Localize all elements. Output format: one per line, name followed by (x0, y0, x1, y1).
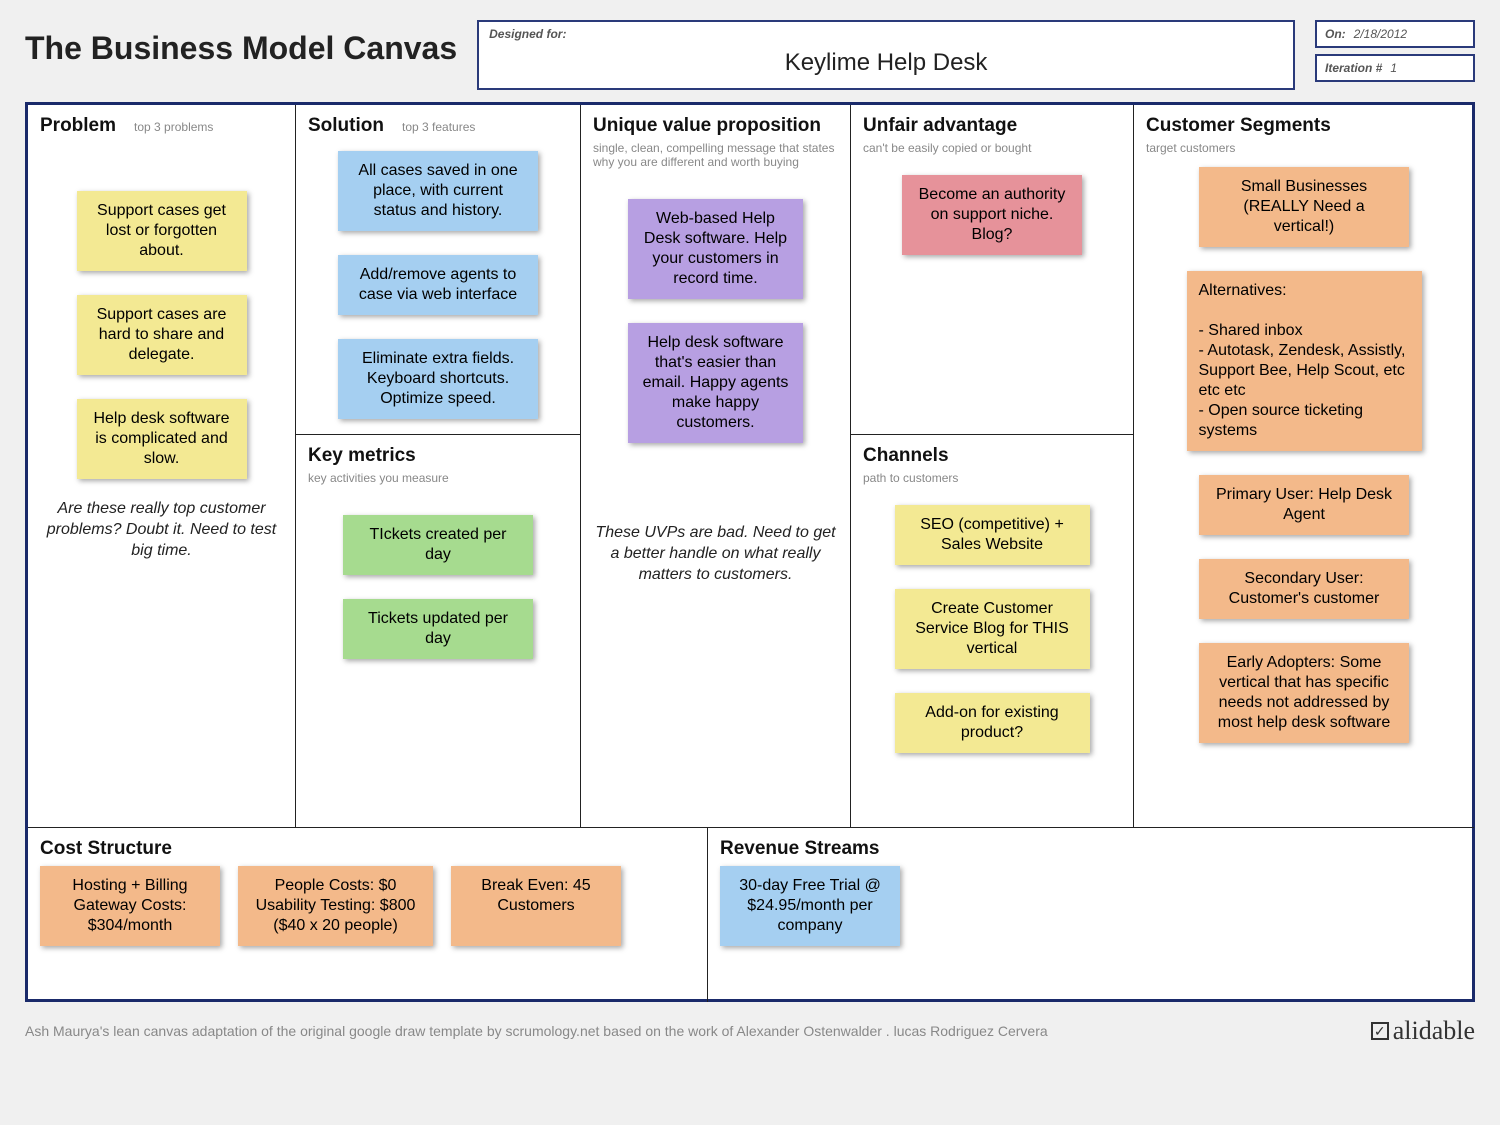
sticky-note: Primary User: Help Desk Agent (1199, 475, 1409, 535)
sticky-note: TIckets created per day (343, 515, 533, 575)
sticky-note: Help desk software that's easier than em… (628, 323, 803, 443)
sticky-note: Create Customer Service Blog for THIS ve… (895, 589, 1090, 669)
solution-notes: All cases saved in one place, with curre… (308, 151, 568, 419)
brand-logo: ✓ alidable (1371, 1016, 1475, 1046)
footer: Ash Maurya's lean canvas adaptation of t… (25, 1016, 1475, 1046)
cell-solution: Solution top 3 features All cases saved … (296, 105, 581, 435)
metrics-sub: key activities you measure (308, 471, 568, 485)
cost-title: Cost Structure (40, 838, 695, 860)
unfair-title: Unfair advantage (863, 115, 1121, 137)
revenue-notes: 30-day Free Trial @ $24.95/month per com… (720, 866, 1462, 946)
sticky-note: Break Even: 45 Customers (451, 866, 621, 946)
designed-for-label: Designed for: (489, 27, 566, 41)
cell-metrics: Key metrics key activities you measure T… (296, 435, 581, 828)
problem-comment: Are these really top customer problems? … (40, 499, 283, 561)
sticky-note: Hosting + Billing Gateway Costs: $304/mo… (40, 866, 220, 946)
sticky-note: Small Businesses (REALLY Need a vertical… (1199, 167, 1409, 247)
unfair-notes: Become an authority on support niche. Bl… (863, 175, 1121, 255)
designed-for-value: Keylime Help Desk (489, 27, 1283, 77)
sticky-note: Support cases get lost or forgotten abou… (77, 191, 247, 271)
sticky-note: Become an authority on support niche. Bl… (902, 175, 1082, 255)
channels-sub: path to customers (863, 471, 1121, 485)
sticky-note: Eliminate extra fields. Keyboard shortcu… (338, 339, 538, 419)
sticky-note: Tickets updated per day (343, 599, 533, 659)
metrics-title: Key metrics (308, 445, 568, 467)
cost-notes: Hosting + Billing Gateway Costs: $304/mo… (40, 866, 695, 946)
uvp-title: Unique value proposition (593, 115, 838, 137)
sticky-note: Early Adopters: Some vertical that has s… (1199, 643, 1409, 743)
problem-notes: Support cases get lost or forgotten abou… (40, 191, 283, 479)
brand-text: alidable (1393, 1016, 1475, 1046)
sticky-note: All cases saved in one place, with curre… (338, 151, 538, 231)
sticky-note: Add/remove agents to case via web interf… (338, 255, 538, 315)
problem-sub: top 3 problems (134, 120, 213, 134)
channels-notes: SEO (competitive) + Sales Website Create … (863, 505, 1121, 753)
canvas: Problem top 3 problems Support cases get… (25, 102, 1475, 1002)
cell-segments: Customer Segments target customers Small… (1134, 105, 1474, 828)
on-date-box: On: 2/18/2012 (1315, 20, 1475, 48)
cell-unfair: Unfair advantage can't be easily copied … (851, 105, 1134, 435)
sticky-note: Support cases are hard to share and dele… (77, 295, 247, 375)
header: The Business Model Canvas Designed for: … (25, 20, 1475, 90)
solution-sub: top 3 features (402, 120, 475, 134)
iteration-label: Iteration # (1325, 61, 1382, 75)
revenue-title: Revenue Streams (720, 838, 1462, 860)
metrics-notes: TIckets created per day Tickets updated p… (308, 515, 568, 659)
cell-problem: Problem top 3 problems Support cases get… (28, 105, 296, 828)
iteration-box: Iteration # 1 (1315, 54, 1475, 82)
on-label: On: (1325, 27, 1346, 41)
footer-credit: Ash Maurya's lean canvas adaptation of t… (25, 1023, 1048, 1039)
cell-uvp: Unique value proposition single, clean, … (581, 105, 851, 828)
designed-for-box: Designed for: Keylime Help Desk (477, 20, 1295, 90)
sticky-note: Add-on for existing product? (895, 693, 1090, 753)
uvp-comment: These UVPs are bad. Need to get a better… (593, 523, 838, 585)
solution-title: Solution (308, 115, 384, 137)
uvp-sub: single, clean, compelling message that s… (593, 141, 838, 169)
segments-title: Customer Segments (1146, 115, 1462, 137)
problem-title: Problem (40, 115, 116, 137)
sticky-note: 30-day Free Trial @ $24.95/month per com… (720, 866, 900, 946)
sticky-note: Web-based Help Desk software. Help your … (628, 199, 803, 299)
on-value: 2/18/2012 (1354, 27, 1407, 41)
cell-revenue: Revenue Streams 30-day Free Trial @ $24.… (708, 828, 1474, 1002)
iteration-value: 1 (1390, 61, 1397, 75)
check-icon: ✓ (1371, 1022, 1389, 1040)
page-title: The Business Model Canvas (25, 20, 457, 67)
segments-notes: Small Businesses (REALLY Need a vertical… (1146, 167, 1462, 743)
channels-title: Channels (863, 445, 1121, 467)
sticky-note: Alternatives: - Shared inbox - Autotask,… (1187, 271, 1422, 451)
segments-sub: target customers (1146, 141, 1462, 155)
sticky-note: Secondary User: Customer's customer (1199, 559, 1409, 619)
unfair-sub: can't be easily copied or bought (863, 141, 1121, 155)
cell-cost: Cost Structure Hosting + Billing Gateway… (28, 828, 708, 1002)
sticky-note: People Costs: $0 Usability Testing: $800… (238, 866, 433, 946)
sticky-note: SEO (competitive) + Sales Website (895, 505, 1090, 565)
cell-channels: Channels path to customers SEO (competit… (851, 435, 1134, 828)
sticky-note: Help desk software is complicated and sl… (77, 399, 247, 479)
meta-column: On: 2/18/2012 Iteration # 1 (1315, 20, 1475, 82)
uvp-notes: Web-based Help Desk software. Help your … (593, 199, 838, 443)
